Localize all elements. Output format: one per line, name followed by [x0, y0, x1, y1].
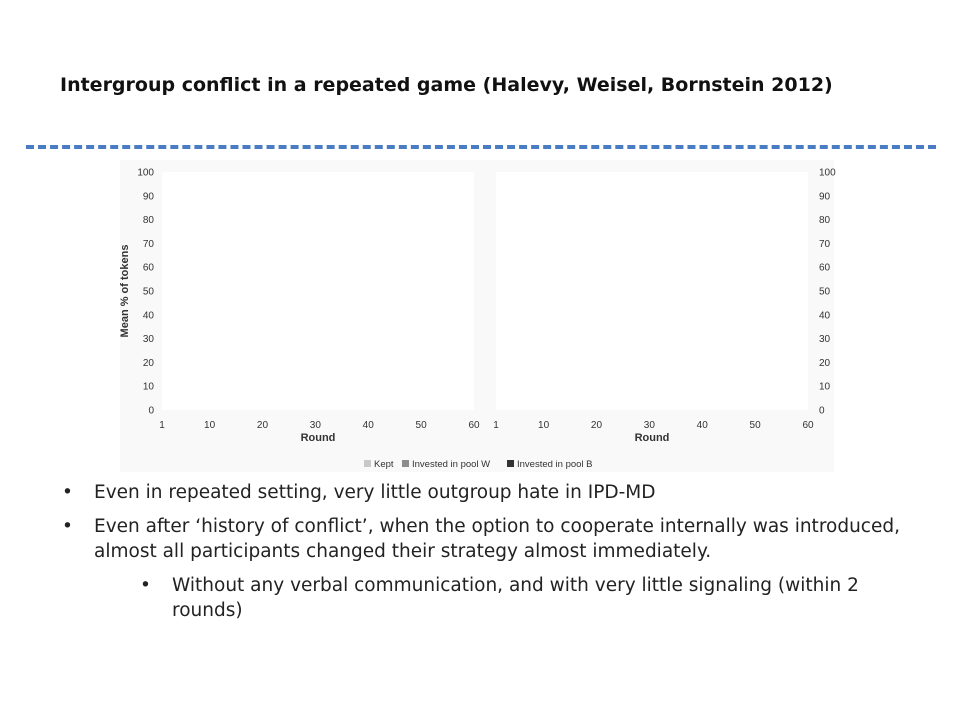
legend-swatch: [507, 460, 514, 467]
x-axis-title: Round: [301, 432, 336, 444]
y-axis-title: Mean % of tokens: [119, 245, 131, 338]
y-tick-label-right: 20: [819, 358, 831, 369]
legend-swatch: [402, 460, 409, 467]
y-tick-label-right: 50: [819, 287, 831, 298]
y-tick-label-right: 10: [819, 382, 831, 393]
x-tick-label: 30: [644, 420, 656, 431]
x-tick-label: 60: [468, 420, 480, 431]
x-tick-label: 1: [493, 420, 499, 431]
dashed-divider: [26, 145, 936, 149]
x-tick-label: 30: [310, 420, 322, 431]
y-tick-label-left: 30: [143, 334, 155, 345]
y-tick-label-left: 70: [143, 239, 155, 250]
x-tick-label: 10: [538, 420, 550, 431]
stacked-area-chart: 0 0 10 10 20 20 30 30 40 40 50 50 60 60 70 70 80 80 90 90 10…: [119, 160, 836, 472]
bullet-list: Even in repeated setting, very little ou…: [62, 480, 922, 632]
y-tick-label-right: 0: [819, 406, 825, 417]
legend-label: Invested in pool B: [517, 459, 593, 470]
x-tick-label: 1: [159, 420, 165, 431]
y-tick-label-right: 90: [819, 191, 831, 202]
y-tick-label-left: 0: [148, 406, 154, 417]
x-tick-label: 40: [697, 420, 709, 431]
y-tick-label-left: 90: [143, 191, 155, 202]
y-tick-label-right: 30: [819, 334, 831, 345]
y-tick-label-left: 100: [137, 168, 154, 179]
y-tick-label-left: 10: [143, 382, 155, 393]
x-tick-label: 50: [750, 420, 762, 431]
y-tick-label-right: 80: [819, 215, 831, 226]
y-tick-label-left: 80: [143, 215, 155, 226]
y-tick-label-right: 70: [819, 239, 831, 250]
sub-bullet-item: Without any verbal communication, and wi…: [140, 573, 922, 623]
x-axis-title: Round: [635, 432, 670, 444]
plot-panel: [496, 172, 808, 410]
x-tick-label: 50: [416, 420, 428, 431]
plot-panel: [162, 172, 474, 410]
legend-label: Invested in pool W: [412, 459, 490, 470]
slide-title: Intergroup conflict in a repeated game (…: [60, 74, 833, 96]
y-tick-label-left: 60: [143, 263, 155, 274]
legend-swatch: [364, 460, 371, 467]
x-tick-label: 60: [802, 420, 814, 431]
x-tick-label: 10: [204, 420, 216, 431]
y-tick-label-right: 40: [819, 310, 831, 321]
bullet-item: Even after ‘history of conflict’, when t…: [62, 514, 922, 564]
y-tick-label-left: 40: [143, 310, 155, 321]
chart-figure: 0 0 10 10 20 20 30 30 40 40 50 50 60 60 70 70 80 80 90 90 10…: [112, 158, 857, 478]
bullet-item: Even in repeated setting, very little ou…: [62, 480, 922, 505]
y-tick-label-right: 60: [819, 263, 831, 274]
x-tick-label: 40: [363, 420, 375, 431]
legend-label: Kept: [374, 459, 394, 470]
y-tick-label-right: 100: [819, 168, 836, 179]
x-tick-label: 20: [591, 420, 603, 431]
x-tick-label: 20: [257, 420, 269, 431]
y-tick-label-left: 50: [143, 287, 155, 298]
y-tick-label-left: 20: [143, 358, 155, 369]
